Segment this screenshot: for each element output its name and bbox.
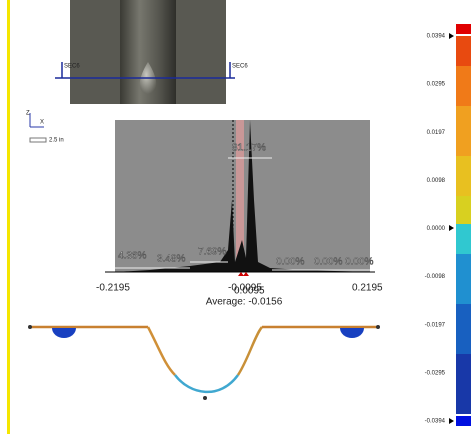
section-label: SEC6	[232, 64, 248, 70]
axis-z: Z	[26, 111, 30, 117]
yellow-bar	[7, 0, 10, 434]
scale-label: 0.0197	[427, 130, 446, 136]
scale-label: 0.0000	[427, 226, 446, 232]
color-scale	[449, 24, 471, 426]
axis-label: 0.2195	[352, 283, 383, 294]
bin-label: 4.36%	[118, 251, 146, 262]
bin-label: 0.00%	[276, 257, 304, 268]
section-view: SEC6 SEC6	[55, 0, 248, 104]
axis-label: 0.0095	[234, 286, 265, 297]
section-label: SEC6	[64, 64, 80, 70]
page: {"section_view": {"left_label": "SEC6", …	[0, 0, 473, 434]
scale-label: 2.5 in	[49, 138, 64, 144]
scale-label: 0.0098	[427, 178, 446, 184]
bin-label: 3.48%	[157, 254, 185, 265]
screen: SEC6 SEC6 Z X 2.5 in 4.36% 3.48% 7.69% 8…	[0, 0, 473, 434]
scale-label: -0.0098	[425, 274, 446, 280]
scale-label: 0.0295	[427, 82, 446, 88]
section-profile	[28, 325, 380, 400]
histogram: 4.36% 3.48% 7.69% 81.17% 0.00% 0.00% 0.0…	[96, 120, 383, 308]
bin-label: 0.00%	[345, 257, 373, 268]
bin-label: 0.00%	[314, 257, 342, 268]
average-label: Average: -0.0156	[206, 297, 283, 308]
axis-x: X	[40, 120, 44, 126]
scale-label: -0.0394	[425, 419, 446, 425]
axis-label: -0.2195	[96, 283, 130, 294]
triad: Z X 2.5 in	[26, 111, 64, 144]
scale-label: -0.0197	[425, 322, 446, 328]
bin-label: 7.69%	[198, 247, 226, 258]
bin-label: 81.17%	[232, 143, 266, 154]
scale-label: -0.0295	[425, 370, 446, 376]
scale-label: 0.0394	[427, 34, 446, 40]
